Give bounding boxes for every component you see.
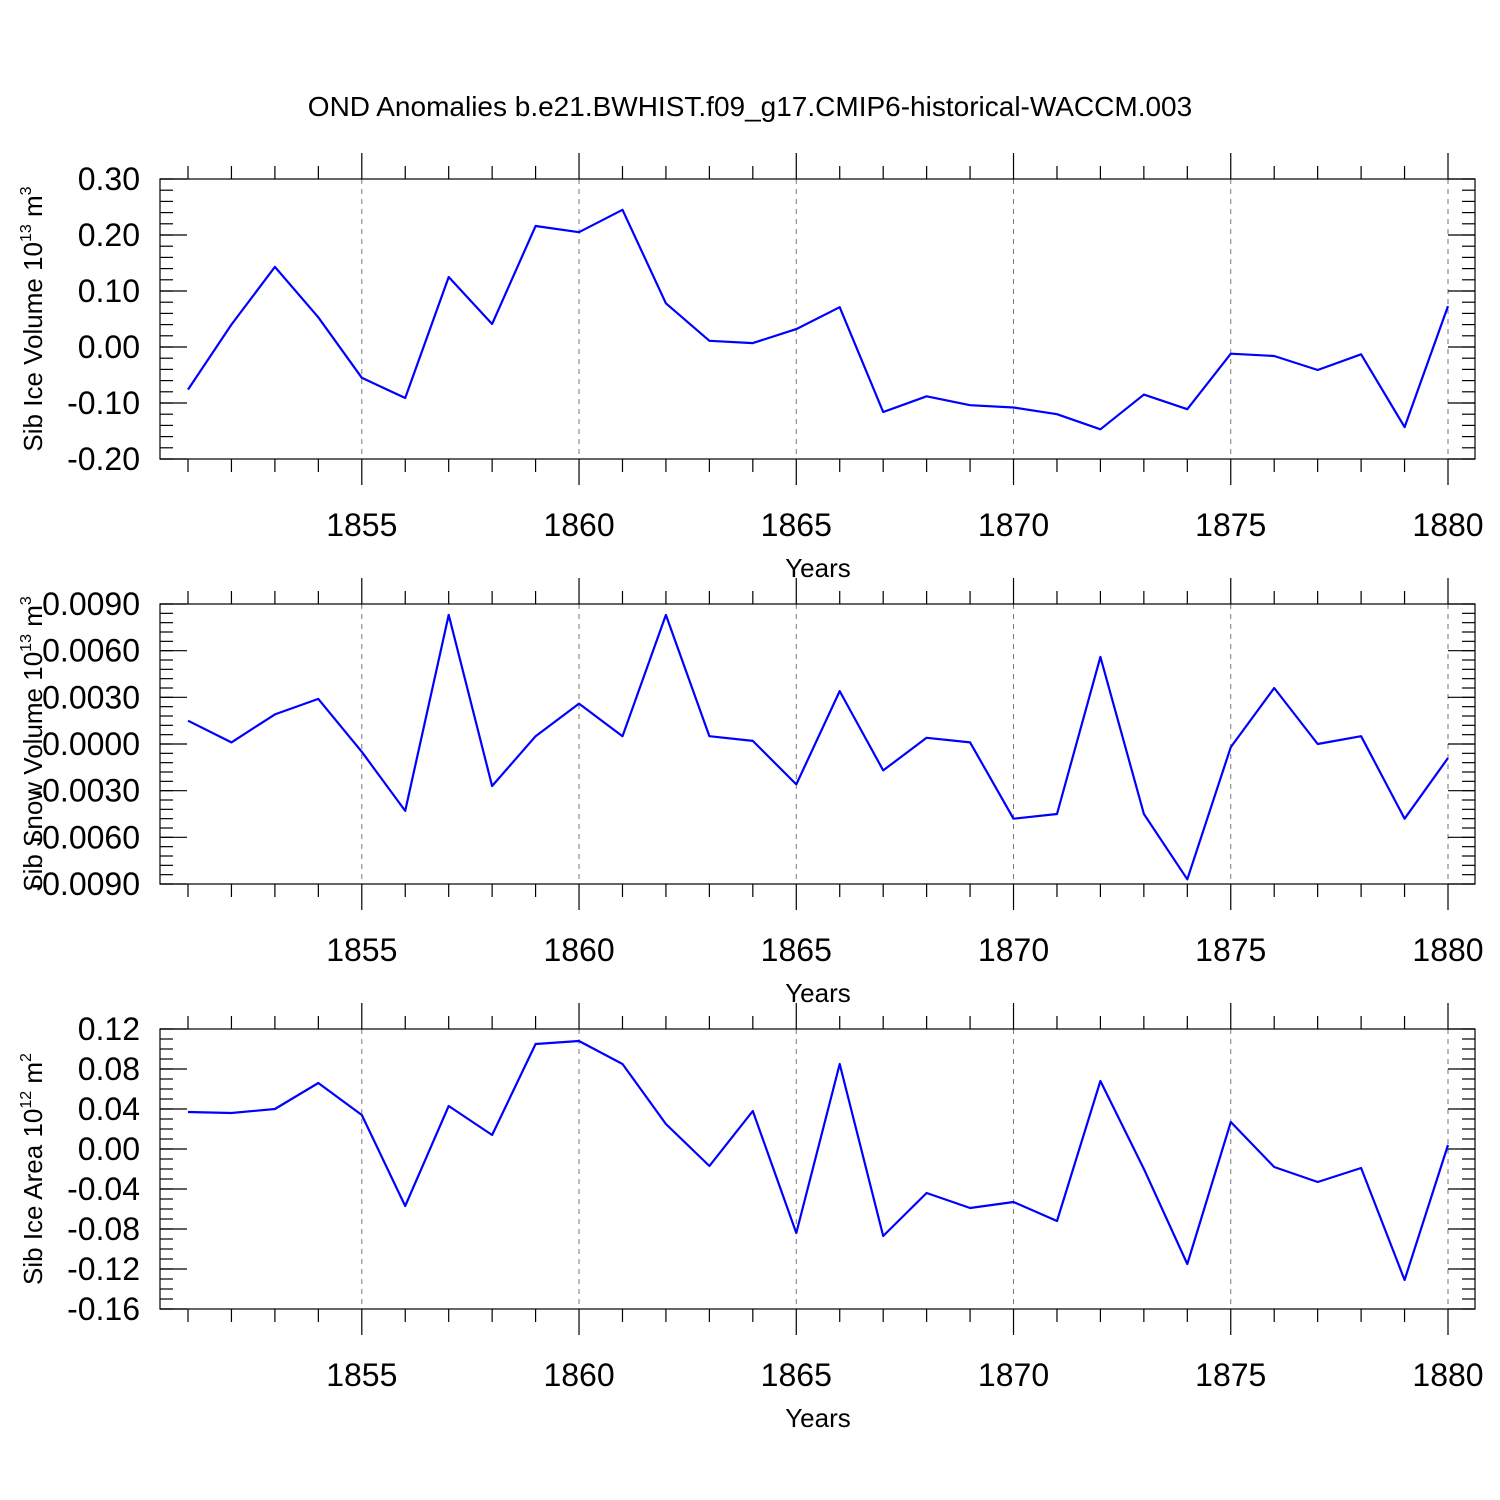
plot-frame xyxy=(159,178,1476,460)
y-tick-label: 0.20 xyxy=(78,217,140,253)
x-axis-label: Years xyxy=(785,978,851,1008)
y-tick-label: 0.10 xyxy=(78,273,140,309)
x-tick-label: 1855 xyxy=(326,1357,397,1393)
figure-title: OND Anomalies b.e21.BWHIST.f09_g17.CMIP6… xyxy=(308,91,1192,122)
y-axis-label-text: Sib Ice Volume 10 xyxy=(18,242,48,452)
y-tick-label: 0.0090 xyxy=(42,586,140,622)
x-axis-label: Years xyxy=(785,553,851,583)
x-tick-label: 1870 xyxy=(978,507,1049,543)
y-axis-label: Sib Ice Volume 1013 m3 xyxy=(18,186,48,451)
y-tick-label: -0.0030 xyxy=(31,773,140,809)
y-tick-label: 0.00 xyxy=(78,1131,140,1167)
y-axis-label: Sib Ice Area 1012 m2 xyxy=(18,1053,48,1285)
y-axis-label-unit-exponent: 3 xyxy=(18,596,35,605)
y-tick-label: -0.20 xyxy=(67,441,140,477)
x-tick-label: 1875 xyxy=(1195,1357,1266,1393)
x-tick-label: 1860 xyxy=(543,507,614,543)
y-axis-label-exponent: 12 xyxy=(18,1091,35,1109)
x-tick-label: 1880 xyxy=(1412,932,1483,968)
y-axis-label-exponent: 13 xyxy=(18,634,35,652)
y-axis-label-exponent: 13 xyxy=(18,224,35,242)
y-tick-label: 0.00 xyxy=(78,329,140,365)
panel-3: 1855 1860 1865 1870 1875 1880 Years 0.12 0.08 0.0… xyxy=(18,1003,1484,1433)
y-tick-label: 0.04 xyxy=(78,1091,140,1127)
x-tick-label: 1860 xyxy=(543,932,614,968)
y-tick-label: -0.16 xyxy=(67,1291,140,1327)
y-tick-label: -0.0060 xyxy=(31,819,140,855)
y-tick-label: -0.04 xyxy=(67,1171,140,1207)
y-axis-label-text: Sib Snow Volume 10 xyxy=(18,652,48,892)
x-tick-label: 1855 xyxy=(326,932,397,968)
x-tick-label: 1875 xyxy=(1195,932,1266,968)
x-tick-label: 1865 xyxy=(761,507,832,543)
y-tick-label: -0.12 xyxy=(67,1251,140,1287)
y-tick-label: 0.30 xyxy=(78,161,140,197)
series-line xyxy=(187,613,1449,881)
y-axis-label: Sib Snow Volume 1013 m3 xyxy=(18,596,48,892)
y-axis-label-unit-exponent: 2 xyxy=(18,1053,35,1062)
y-tick-label: -0.10 xyxy=(67,385,140,421)
x-tick-label: 1865 xyxy=(761,1357,832,1393)
x-tick-label: 1880 xyxy=(1412,507,1483,543)
series-line xyxy=(187,1039,1450,1282)
y-axis-label-unit-exponent: 3 xyxy=(18,186,35,195)
y-tick-label: 0.0060 xyxy=(42,633,140,669)
x-tick-label: 1855 xyxy=(326,507,397,543)
x-tick-label: 1865 xyxy=(761,932,832,968)
x-axis-label: Years xyxy=(785,1403,851,1433)
y-tick-label: 0.0000 xyxy=(42,726,140,762)
panel-1: 1855 1860 1865 1870 1875 1880 Years 0.30 0.20 0.1… xyxy=(18,153,1484,583)
y-tick-label: 0.08 xyxy=(78,1051,140,1087)
x-tick-label: 1875 xyxy=(1195,507,1266,543)
x-tick-label: 1880 xyxy=(1412,1357,1483,1393)
y-tick-label: 0.0030 xyxy=(42,679,140,715)
y-tick-label: -0.0090 xyxy=(31,866,140,902)
y-axis-label-unit: m xyxy=(18,195,48,224)
y-axis-label-unit: m xyxy=(18,1062,48,1091)
series-line xyxy=(187,208,1450,431)
y-tick-label: 0.12 xyxy=(78,1011,140,1047)
x-tick-label: 1870 xyxy=(978,932,1049,968)
y-tick-label: -0.08 xyxy=(67,1211,140,1247)
panels: 1855 1860 1865 1870 1875 1880 Years 0.30 0.20 0.1… xyxy=(18,153,1484,1433)
y-axis-label-text: Sib Ice Area 10 xyxy=(18,1109,48,1285)
panel-2: 1855 1860 1865 1870 1875 1880 Years 0.0090 0.006… xyxy=(18,578,1484,1008)
x-tick-label: 1860 xyxy=(543,1357,614,1393)
x-tick-label: 1870 xyxy=(978,1357,1049,1393)
y-axis-label-unit: m xyxy=(18,605,48,634)
